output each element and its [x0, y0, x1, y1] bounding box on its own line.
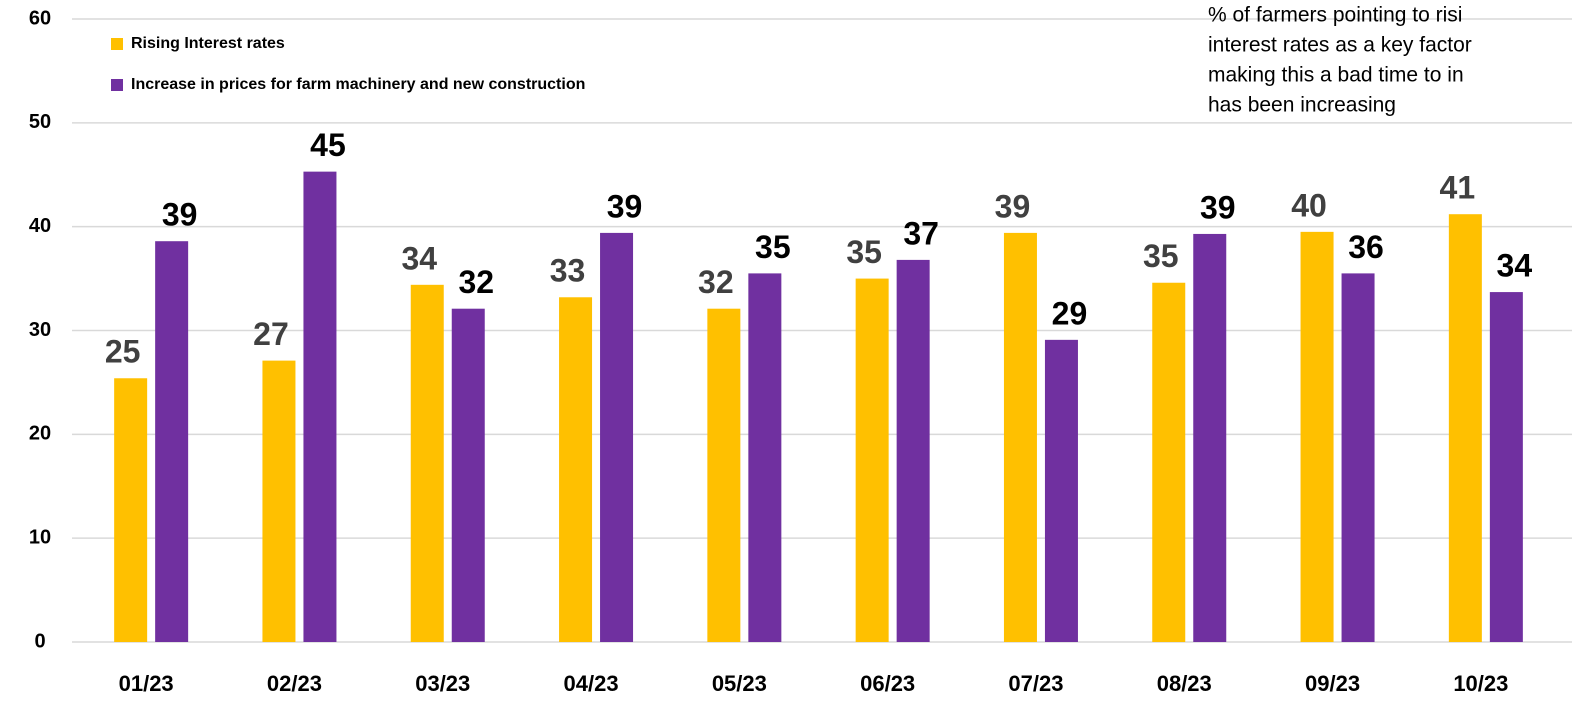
bar	[155, 241, 189, 642]
data-label: 29	[1052, 295, 1088, 331]
data-label: 32	[698, 264, 734, 300]
x-tick-label: 06/23	[860, 671, 915, 696]
y-tick-label: 20	[29, 423, 51, 445]
bar	[748, 273, 782, 642]
data-label: 32	[458, 264, 494, 300]
data-label: 41	[1440, 170, 1476, 206]
data-label: 34	[401, 240, 437, 276]
bar	[303, 171, 337, 642]
bar	[1300, 231, 1334, 642]
data-label: 34	[1497, 248, 1533, 284]
x-tick-label: 01/23	[119, 671, 174, 696]
data-label: 39	[162, 197, 198, 233]
legend-swatch	[111, 38, 123, 50]
x-tick-label: 04/23	[564, 671, 619, 696]
data-label: 33	[550, 253, 586, 289]
bar	[896, 259, 930, 642]
bar	[707, 308, 741, 642]
bar	[600, 232, 634, 642]
x-tick-label: 10/23	[1453, 671, 1508, 696]
annotation: has been increasing	[1208, 94, 1396, 117]
x-tick-label: 09/23	[1305, 671, 1360, 696]
x-tick-label: 03/23	[415, 671, 470, 696]
data-label: 39	[607, 188, 643, 224]
legend-label: Increase in prices for farm machinery an…	[131, 76, 585, 93]
data-label: 35	[1143, 238, 1179, 274]
data-label: 25	[105, 334, 141, 370]
legend-swatch	[111, 79, 123, 91]
data-label: 40	[1291, 187, 1327, 223]
x-tick-label: 02/23	[267, 671, 322, 696]
data-label: 36	[1348, 229, 1384, 265]
annotation: interest rates as a key factor	[1208, 34, 1472, 57]
y-tick-label: 40	[29, 215, 51, 237]
data-label: 39	[995, 188, 1031, 224]
data-label: 45	[310, 127, 346, 163]
bar	[1044, 339, 1078, 642]
bar	[1152, 282, 1186, 642]
data-label: 27	[253, 316, 289, 352]
x-tick-label: 05/23	[712, 671, 767, 696]
x-tick-label: 08/23	[1157, 671, 1212, 696]
data-label: 39	[1200, 189, 1236, 225]
annotation: making this a bad time to in	[1208, 64, 1464, 87]
bar	[559, 297, 593, 642]
data-label: 35	[755, 229, 791, 265]
y-tick-label: 30	[29, 319, 51, 341]
bar	[1341, 273, 1375, 642]
data-label: 35	[846, 234, 882, 270]
bar	[855, 278, 889, 642]
y-tick-label: 0	[34, 630, 45, 652]
y-tick-label: 10	[29, 526, 51, 548]
bar	[1003, 232, 1037, 642]
x-tick-label: 07/23	[1008, 671, 1063, 696]
bar	[114, 378, 148, 642]
annotation: % of farmers pointing to risi	[1208, 4, 1462, 27]
bar	[1489, 292, 1523, 642]
y-tick-label: 50	[29, 111, 51, 133]
data-label: 37	[903, 215, 939, 251]
y-tick-label: 60	[29, 7, 51, 29]
bar	[410, 284, 444, 642]
bar	[1193, 233, 1227, 642]
bar	[451, 308, 485, 642]
bar	[262, 360, 296, 642]
legend-label: Rising Interest rates	[131, 35, 285, 52]
bar	[1448, 214, 1482, 642]
